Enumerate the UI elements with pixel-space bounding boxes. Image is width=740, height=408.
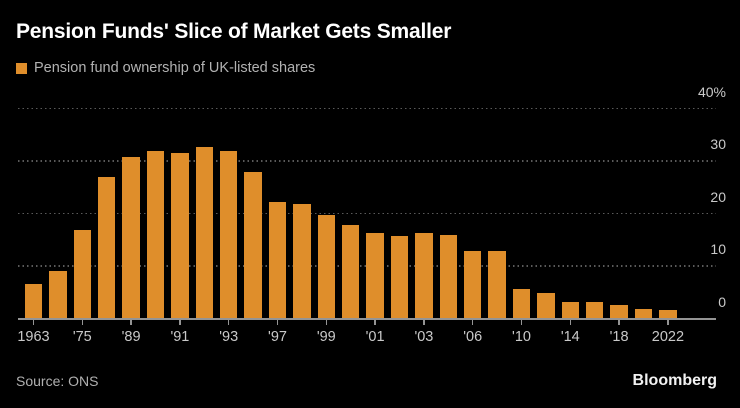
legend-swatch-icon — [16, 62, 27, 74]
x-tick-1999 — [325, 319, 328, 325]
bar-2014 — [561, 302, 580, 318]
bar-1998 — [293, 203, 311, 318]
y-axis-label-10: 10 — [710, 241, 726, 258]
bar-1969 — [49, 270, 67, 318]
x-axis-label-2018: '18 — [609, 329, 629, 345]
x-tick-1991 — [179, 319, 181, 325]
bar-1975 — [73, 229, 92, 318]
bar-2002 — [390, 235, 409, 318]
x-axis-label-2006: '06 — [463, 329, 483, 345]
x-axis-label-1999: '99 — [316, 329, 336, 345]
x-tick-2014 — [569, 319, 572, 325]
bar-1993 — [219, 151, 238, 318]
bar-2018 — [610, 305, 628, 318]
bar-1992 — [195, 147, 214, 318]
bar-2001 — [366, 233, 384, 318]
bar-1989 — [122, 156, 140, 318]
y-axis-label-40: 40% — [697, 83, 726, 100]
x-tick-1997 — [276, 319, 279, 325]
bar-1997 — [268, 201, 287, 318]
bar-1963 — [24, 284, 43, 318]
x-axis-label-1975: '75 — [72, 329, 92, 345]
bar-1991 — [171, 153, 189, 318]
bar-2000 — [341, 224, 360, 318]
bar-2006 — [463, 251, 482, 318]
x-axis-baseline — [18, 318, 716, 320]
bar-2012 — [537, 293, 555, 318]
bar-2022 — [659, 309, 677, 318]
y-axis-label-20: 20 — [710, 188, 726, 205]
x-tick-1993 — [227, 319, 230, 325]
x-axis-label-2014: '14 — [560, 329, 580, 345]
x-axis-label-2010: '10 — [512, 329, 531, 345]
legend-label: Pension fund ownership of UK-listed shar… — [34, 60, 316, 76]
bar-2010 — [512, 288, 531, 318]
x-axis-label-1993: '93 — [219, 329, 239, 345]
x-axis-label-2001: '01 — [365, 329, 385, 345]
y-axis-label-30: 30 — [710, 136, 726, 153]
y-axis-label-0: 0 — [718, 294, 726, 310]
gridline-20 — [18, 212, 716, 215]
x-tick-2006 — [471, 319, 474, 325]
x-tick-1963 — [32, 319, 35, 325]
bar-1994 — [244, 171, 262, 318]
chart-title: Pension Funds' Slice of Market Gets Smal… — [16, 20, 452, 43]
source-attribution: Source: ONS — [16, 373, 99, 389]
x-axis-label-1989: '89 — [121, 329, 141, 345]
x-axis-label-2003: '03 — [414, 329, 434, 345]
bar-2016 — [585, 302, 604, 318]
x-tick-2010 — [520, 319, 523, 325]
x-tick-1989 — [130, 319, 132, 325]
x-tick-2001 — [374, 319, 376, 325]
gridline-40 — [18, 107, 716, 109]
chart-legend: Pension fund ownership of UK-listed shar… — [16, 60, 315, 76]
x-tick-2003 — [423, 319, 425, 325]
x-tick-1975 — [81, 319, 84, 325]
x-axis-label-1963: 1963 — [17, 329, 50, 345]
bar-2008 — [488, 250, 506, 318]
x-axis-label-1991: '91 — [170, 329, 190, 345]
x-tick-2022 — [667, 319, 669, 325]
x-axis-label-1997: '97 — [268, 329, 287, 345]
x-axis-label-2022: 2022 — [651, 329, 685, 345]
bar-1999 — [317, 214, 336, 318]
x-tick-2018 — [618, 319, 620, 325]
bloomberg-logo: Bloomberg — [632, 372, 717, 389]
bar-1990 — [146, 151, 165, 318]
bar-2004 — [439, 235, 458, 318]
bar-2020 — [634, 308, 653, 318]
gridline-30 — [18, 160, 716, 162]
bar-1981 — [97, 177, 116, 318]
bar-2003 — [415, 233, 433, 318]
